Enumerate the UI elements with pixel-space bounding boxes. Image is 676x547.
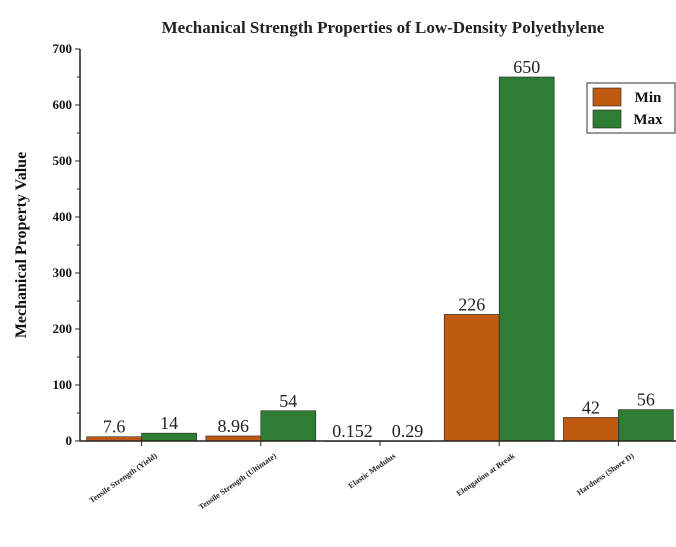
legend-label-max: Max xyxy=(633,112,663,128)
data-label-max-3: 650 xyxy=(513,57,540,77)
chart-title: Mechanical Strength Properties of Low-De… xyxy=(162,18,605,37)
x-tick-label-2: Elastic Modulus xyxy=(347,451,397,490)
y-tick-label-0: 0 xyxy=(66,433,73,448)
y-tick-label-3: 300 xyxy=(53,265,73,280)
bar-min-4 xyxy=(563,417,619,442)
data-label-min-4: 42 xyxy=(582,397,600,417)
x-tick-label-4: Hardness (Shore D) xyxy=(575,451,636,497)
bar-min-1 xyxy=(205,435,262,442)
data-label-min-3: 226 xyxy=(458,294,485,314)
bar-max-4 xyxy=(618,409,674,442)
bar-max-3 xyxy=(498,76,555,442)
data-label-max-0: 14 xyxy=(160,413,178,433)
y-axis-label: Mechanical Property Value xyxy=(13,152,30,338)
data-label-max-2: 0.29 xyxy=(392,421,424,441)
x-tick-label-1: Tensile Strength (Ultimate) xyxy=(197,451,278,512)
bar-min-3 xyxy=(443,314,500,442)
x-tick-label-0: Tensile Strength (Yield) xyxy=(88,451,159,505)
x-tick-label-3: Elongation at Break xyxy=(455,451,517,498)
data-label-min-2: 0.152 xyxy=(332,421,373,441)
y-tick-label-6: 600 xyxy=(53,97,73,112)
data-labels: 7.6 14 8.96 54 0.152 0.29 226 650 42 56 xyxy=(103,57,655,441)
legend: Min Max xyxy=(586,82,676,134)
y-tick-label-5: 500 xyxy=(53,153,73,168)
legend-swatch-max xyxy=(592,109,622,129)
y-tick-label-1: 100 xyxy=(53,377,73,392)
y-tick-label-7: 700 xyxy=(53,41,73,56)
bar-max-0 xyxy=(141,432,197,442)
y-tick-label-4: 400 xyxy=(53,209,73,224)
data-label-min-1: 8.96 xyxy=(218,416,250,436)
data-label-min-0: 7.6 xyxy=(103,417,126,437)
data-label-max-1: 54 xyxy=(279,391,297,411)
bar-max-1 xyxy=(260,410,317,442)
data-label-max-4: 56 xyxy=(637,390,655,410)
axes: Tensile Strength (Yield) Tensile Strength… xyxy=(53,41,676,512)
bars xyxy=(86,76,674,442)
legend-swatch-min xyxy=(592,87,622,107)
legend-label-min: Min xyxy=(635,90,662,106)
y-tick-label-2: 200 xyxy=(53,321,73,336)
